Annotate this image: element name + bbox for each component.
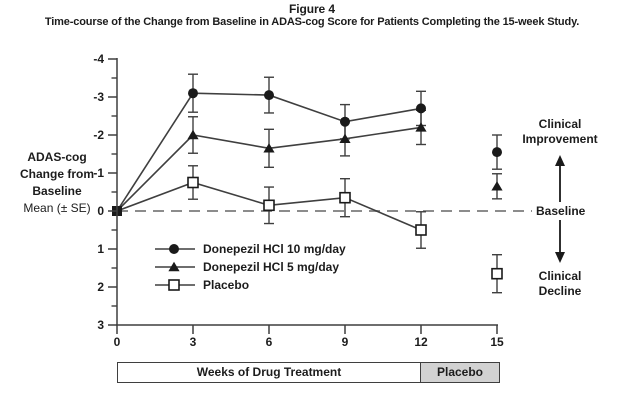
treatment-period-box: Weeks of Drug Treatment xyxy=(117,362,421,383)
y-tick-label: -3 xyxy=(93,90,104,104)
y-tick-label: -4 xyxy=(93,52,104,66)
data-point-marker xyxy=(415,224,427,236)
legend-label-donepezil-10: Donepezil HCl 10 mg/day xyxy=(203,242,346,256)
data-point-marker xyxy=(492,147,502,158)
data-point-marker xyxy=(187,129,199,140)
annotation-clinical-improvement: Clinical Improvement xyxy=(512,117,608,147)
placebo-washout-box: Placebo xyxy=(420,362,500,383)
y-tick-label: 2 xyxy=(97,280,104,294)
data-point-marker xyxy=(263,143,275,153)
figure-subtitle: Time-course of the Change from Baseline … xyxy=(44,16,580,28)
data-point-marker xyxy=(491,181,503,191)
x-tick-label: 0 xyxy=(113,335,121,349)
data-point-marker xyxy=(340,116,350,127)
data-point-marker xyxy=(339,133,351,143)
legend-key-marker xyxy=(169,244,179,254)
y-tick-label: 3 xyxy=(97,318,104,332)
data-point-marker xyxy=(188,88,198,99)
y-tick-label: 0 xyxy=(97,204,104,218)
y-tick-label: -1 xyxy=(93,166,104,180)
annotation-line: Clinical xyxy=(538,269,582,283)
annotation-line: Decline xyxy=(538,284,582,298)
annotation-line: Clinical xyxy=(538,117,582,131)
data-point-marker xyxy=(264,90,274,101)
down-arrowhead-icon xyxy=(555,252,565,263)
y-axis-label: ADAS-cog Change from Baseline Mean (± SE… xyxy=(5,149,109,217)
y-axis-label-line: Change from xyxy=(19,167,94,181)
x-tick-label: 6 xyxy=(265,335,273,349)
data-point-marker xyxy=(415,122,427,132)
y-axis-label-line: Mean (± SE) xyxy=(23,201,91,215)
up-arrowhead-icon xyxy=(555,155,565,166)
annotation-baseline: Baseline xyxy=(536,204,586,218)
x-tick-label: 3 xyxy=(189,335,197,349)
annotation-clinical-decline: Clinical Decline xyxy=(512,269,608,299)
y-tick-label: -2 xyxy=(93,128,104,142)
data-point-marker xyxy=(263,199,275,212)
data-point-marker xyxy=(416,103,426,114)
legend-key-marker xyxy=(168,261,180,272)
data-point-marker xyxy=(491,267,503,280)
y-axis-label-line: ADAS-cog xyxy=(27,150,87,164)
legend-key-marker xyxy=(168,279,180,291)
x-tick-label: 9 xyxy=(341,335,349,349)
x-tick-label: 12 xyxy=(414,335,428,349)
legend-label-placebo: Placebo xyxy=(203,278,250,292)
legend-label-donepezil-5: Donepezil HCl 5 mg/day xyxy=(203,260,340,274)
data-point-marker xyxy=(339,191,351,204)
data-point-marker xyxy=(187,176,199,189)
annotation-line: Improvement xyxy=(522,132,598,146)
x-tick-label: 15 xyxy=(490,335,504,349)
y-axis-label-line: Baseline xyxy=(32,184,82,198)
y-tick-label: 1 xyxy=(97,242,104,256)
figure-title: Figure 4 xyxy=(289,2,335,16)
